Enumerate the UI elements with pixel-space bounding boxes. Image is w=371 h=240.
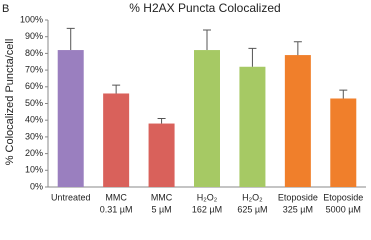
bar [330, 98, 357, 187]
bar [194, 50, 220, 188]
bar [57, 50, 84, 188]
error-bar [203, 29, 211, 51]
error-bar [112, 84, 121, 94]
y-tick-label: 100% [20, 14, 43, 24]
y-tick-label: 0% [30, 181, 43, 191]
chart-title: % H2AX Puncta Colocalized [129, 1, 280, 15]
error-bar [66, 27, 75, 51]
error-bar [248, 47, 257, 67]
x-tick-label: 162 µM [192, 204, 222, 214]
x-tick-label: Untreated [51, 192, 91, 202]
y-tick-label: 60% [25, 81, 43, 91]
x-tick-label: 0.31 µM [100, 204, 133, 214]
x-tick-label: Etoposide [323, 192, 363, 202]
y-axis-label: % Colocalized Puncta/cell [4, 39, 16, 166]
chart: B % H2AX Puncta Colocalized % Colocalize… [2, 1, 366, 214]
x-tick-label: MMC [151, 192, 173, 202]
y-tick-label: 30% [25, 131, 43, 141]
x-tick-label: 5 µM [151, 204, 171, 214]
x-tick-label: H₂O₂ [242, 192, 263, 202]
error-bar [293, 41, 302, 56]
x-tick-label: 625 µM [237, 204, 267, 214]
y-tick-label: 40% [25, 115, 43, 125]
bar [284, 55, 311, 187]
y-tick-label: 10% [25, 165, 43, 175]
error-bar [157, 118, 166, 124]
y-tick-label: 50% [25, 98, 43, 108]
y-tick-label: 70% [25, 64, 43, 74]
x-tick-label: H₂O₂ [197, 192, 218, 202]
x-tick-label: MMC [105, 192, 127, 202]
bar [239, 66, 266, 187]
panel-label: B [2, 3, 9, 15]
bar [103, 93, 130, 187]
x-tick-label: 5000 µM [326, 204, 361, 214]
x-tick-label: 325 µM [283, 204, 313, 214]
x-tick-label: Etoposide [278, 192, 318, 202]
y-tick-label: 20% [25, 148, 43, 158]
bar [148, 123, 175, 187]
error-bar [339, 89, 348, 99]
y-tick-label: 80% [25, 48, 43, 58]
y-tick-label: 90% [25, 31, 43, 41]
